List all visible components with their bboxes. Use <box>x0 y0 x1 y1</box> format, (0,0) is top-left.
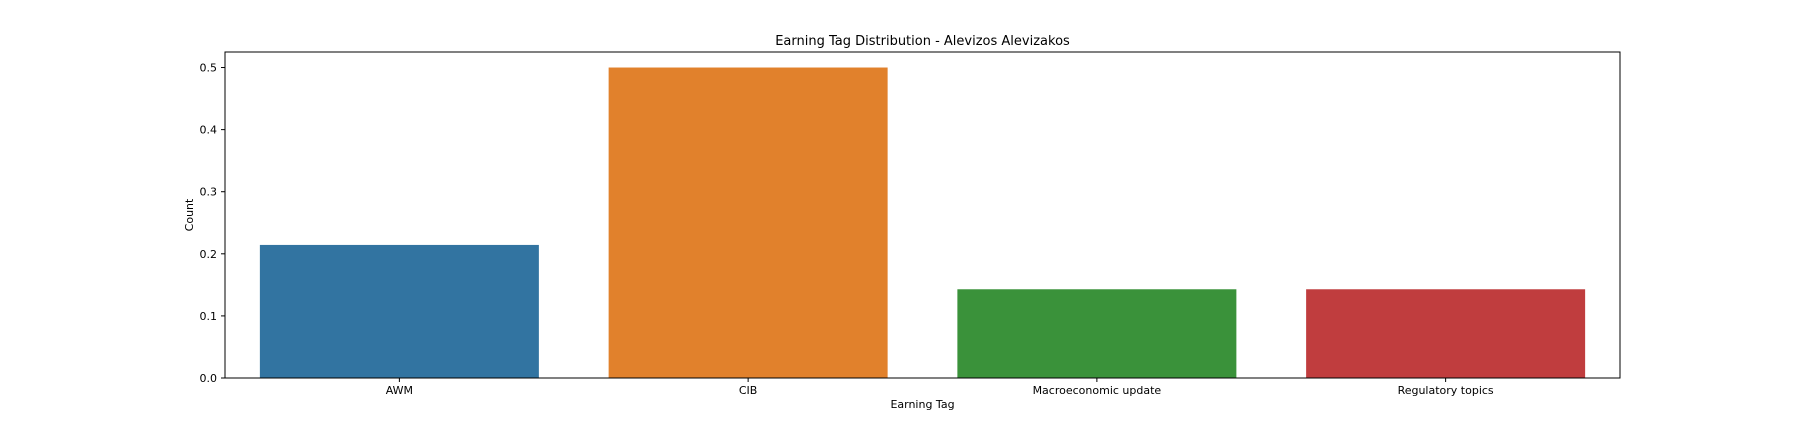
plot-frame <box>224 51 1621 379</box>
x-axis-label: Earning Tag <box>890 398 954 411</box>
x-tick-label: AWM <box>386 384 413 397</box>
y-tick-label: 0.5 <box>200 62 218 75</box>
y-axis: 0.0 0.1 0.2 0.3 0.4 0.5 <box>200 62 225 385</box>
y-tick-label: 0.0 <box>200 372 218 385</box>
y-tick-label: 0.1 <box>200 310 218 323</box>
x-tick-label: Regulatory topics <box>1398 384 1494 397</box>
bar-cib <box>608 67 888 379</box>
x-tick-label: CIB <box>739 384 757 397</box>
x-tick-label: Macroeconomic update <box>1033 384 1162 397</box>
y-axis-label: Count <box>183 198 196 231</box>
y-tick-label: 0.3 <box>200 186 218 199</box>
bar-macroeconomic-update <box>957 289 1237 378</box>
x-axis: AWM CIB Macroeconomic update Regulatory top… <box>386 378 1494 397</box>
chart-title: Earning Tag Distribution - Alevizos Alev… <box>775 34 1070 49</box>
bars <box>259 67 1586 379</box>
y-tick-label: 0.2 <box>200 248 218 261</box>
bar-regulatory-topics <box>1306 289 1586 378</box>
y-tick-label: 0.4 <box>200 124 218 137</box>
bar-awm <box>259 244 539 378</box>
